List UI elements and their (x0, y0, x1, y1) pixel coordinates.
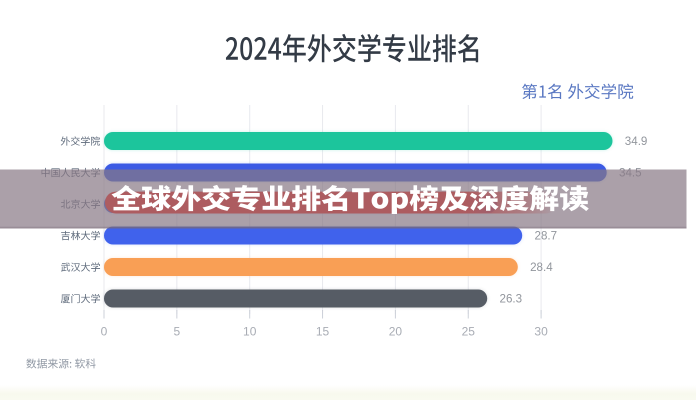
svg-text:25: 25 (462, 325, 476, 339)
svg-text:34.9: 34.9 (625, 135, 648, 148)
svg-text:15: 15 (316, 325, 330, 339)
svg-text:28.7: 28.7 (535, 230, 558, 243)
svg-text:28.4: 28.4 (530, 261, 553, 274)
svg-text:10: 10 (243, 325, 257, 339)
svg-text:0: 0 (101, 325, 108, 339)
svg-text:5: 5 (174, 325, 181, 339)
svg-text:20: 20 (389, 325, 403, 339)
svg-text:30: 30 (534, 325, 548, 339)
svg-text:26.3: 26.3 (500, 293, 523, 306)
